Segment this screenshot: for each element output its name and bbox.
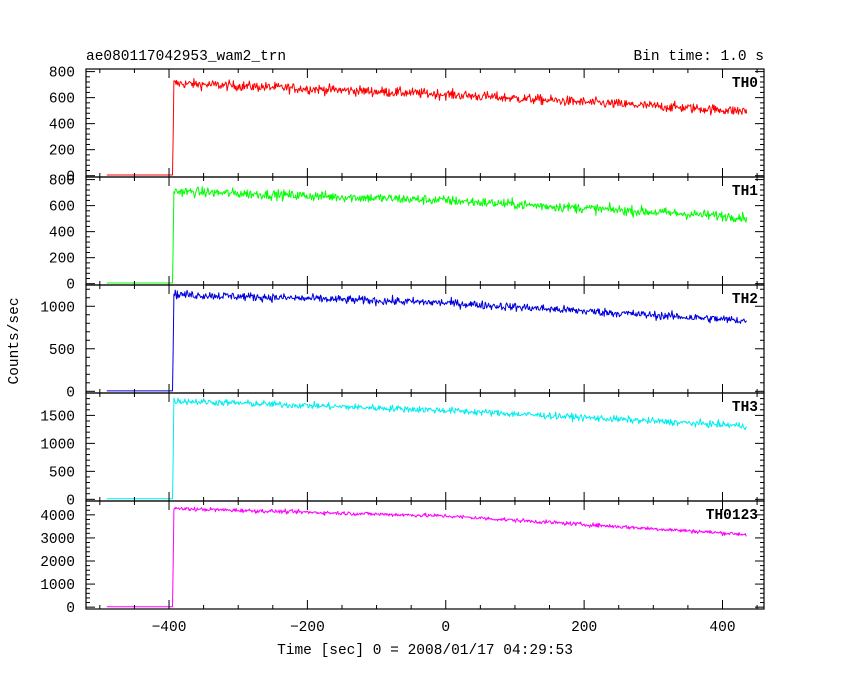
- y-tick-label: 500: [49, 343, 75, 359]
- series-line-th0: [106, 78, 748, 176]
- y-tick-label: 3000: [40, 532, 75, 548]
- chart-title: ae080117042953_wam2_trn: [86, 49, 286, 65]
- panel-label-th2: TH2: [732, 292, 758, 308]
- y-tick-label: 4000: [40, 509, 75, 525]
- y-axis-label: Counts/sec: [7, 297, 23, 384]
- x-tick-label: −400: [152, 620, 187, 636]
- y-tick-label: 200: [49, 252, 75, 268]
- series-line-th1: [106, 186, 748, 284]
- y-tick-label: 1500: [40, 409, 75, 425]
- y-tick-label: 0: [66, 385, 75, 401]
- y-tick-label: 600: [49, 200, 75, 216]
- panel-frame: [85, 500, 765, 610]
- x-tick-label: 200: [571, 620, 597, 636]
- panel-label-th0: TH0: [732, 76, 758, 92]
- y-tick-label: 0: [66, 278, 75, 294]
- x-tick-label: −200: [290, 620, 325, 636]
- y-tick-label: 1000: [40, 437, 75, 453]
- panel-label-th1: TH1: [732, 184, 758, 200]
- panel-th0: 0 200 400 600 800 TH0: [49, 66, 765, 186]
- y-tick-label: 1000: [40, 300, 75, 316]
- panel-th1: 0 200 400 600 800 TH1: [49, 174, 765, 294]
- y-tick-label: 200: [49, 144, 75, 160]
- y-tick-label: 800: [49, 174, 75, 190]
- panel-label-th0123: TH0123: [706, 508, 758, 524]
- x-tick-label: 400: [709, 620, 735, 636]
- y-tick-label: 800: [49, 66, 75, 82]
- bin-time-label: Bin time: 1.0 s: [633, 49, 764, 65]
- panel-th2: 0 500 1000 TH2: [40, 284, 765, 401]
- y-tick-label: 400: [49, 118, 75, 134]
- y-tick-label: 2000: [40, 555, 75, 571]
- y-tick-label: 0: [66, 601, 75, 617]
- y-tick-label: 0: [66, 170, 75, 186]
- y-tick-label: 0: [66, 493, 75, 509]
- series-line-th3: [106, 397, 747, 500]
- panel-frame: [85, 68, 765, 178]
- panel-th3: 0 500 1000 1500 TH3: [40, 392, 765, 509]
- y-tick-label: 1000: [40, 578, 75, 594]
- y-tick-label: 400: [49, 226, 75, 242]
- series-line-th0123: [106, 506, 747, 608]
- series-line-th2: [106, 289, 748, 392]
- y-tick-label: 600: [49, 92, 75, 108]
- panel-label-th3: TH3: [732, 400, 758, 416]
- panels-group: 0 200 400 600 800 TH0 0 200 400 600 800 TH1 0 500 1000…: [40, 66, 765, 636]
- x-axis-label: Time [sec] 0 = 2008/01/17 04:29:53: [277, 643, 573, 659]
- x-tick-label: 0: [441, 620, 450, 636]
- panel-th0123: 0 1000 2000 3000 4000 TH0123: [40, 500, 765, 617]
- y-tick-label: 500: [49, 465, 75, 481]
